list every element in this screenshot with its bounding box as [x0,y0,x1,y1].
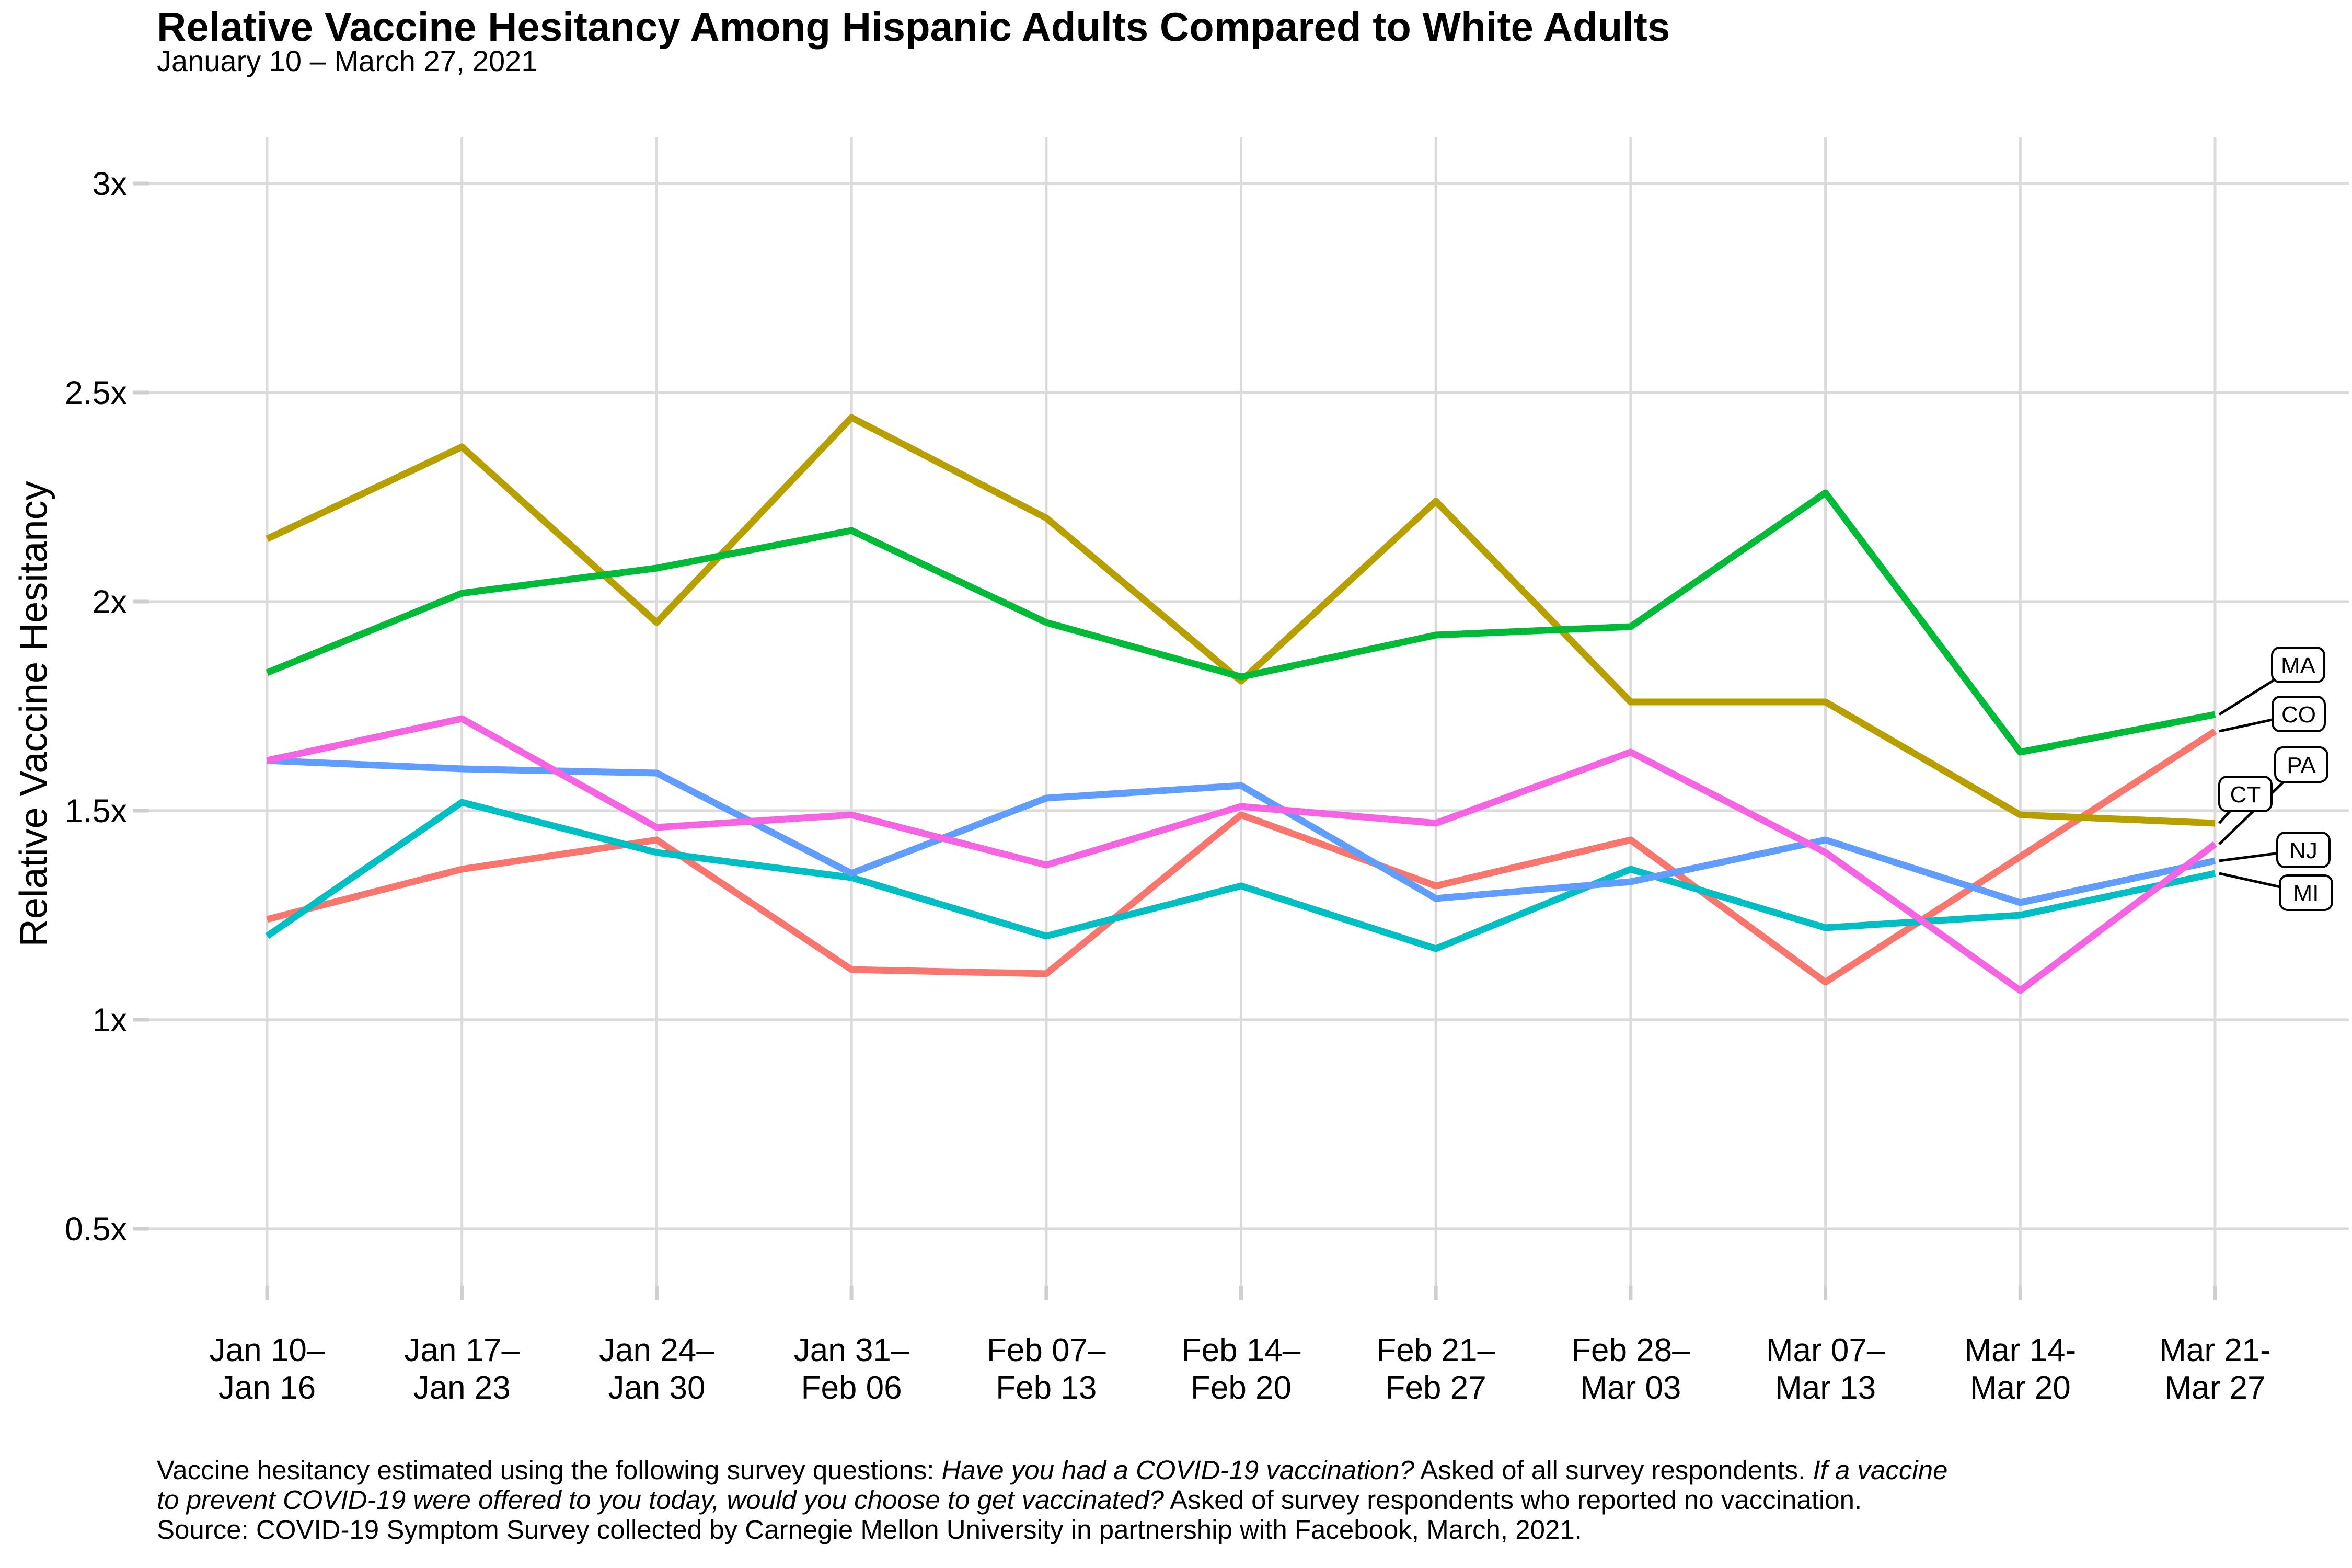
caption-line: Source: COVID-19 Symptom Survey collecte… [157,1515,2326,1544]
series-line-NJ [267,757,2216,906]
series-label-box-MA [2271,647,2325,683]
caption-line: to prevent COVID-19 were offered to you … [157,1485,2326,1515]
series-line-CO [266,728,2217,986]
caption-segment-italic: to prevent COVID-19 were offered to you … [157,1485,1164,1515]
x-tick-label: Mar 03 [1580,1370,1681,1406]
caption-line: Vaccine hesitancy estimated using the fo… [157,1455,2326,1485]
chart-subtitle: January 10 – March 27, 2021 [157,44,538,77]
series-label-NJ: NJ [2289,838,2318,863]
y-tick-label: 1.5x [65,793,127,829]
series-line-MA [266,489,2216,756]
x-tick-label: Jan 30 [608,1370,705,1406]
series-label-box-CT [2218,776,2273,812]
series-label-box-CO [2272,696,2326,732]
series-label-box-MI [2279,874,2333,911]
x-tick-label: Feb 06 [801,1370,902,1406]
x-tick-label: Feb 07– [987,1332,1106,1368]
x-tick-label: Mar 21- [2159,1332,2271,1368]
x-tick-label: Mar 20 [1970,1370,2071,1406]
y-tick-label: 2.5x [65,375,127,411]
x-tick-label: Feb 14– [1182,1332,1301,1368]
caption-segment-italic: If a vaccine [1813,1455,1948,1485]
caption-segment: Asked of survey respondents who reported… [1163,1485,1862,1515]
series-label-CT: CT [2230,782,2261,808]
series-label-PA: PA [2287,753,2316,778]
series-line-CT [266,414,2216,827]
y-tick-label: 3x [92,166,127,202]
x-tick-label: Feb 13 [996,1370,1097,1406]
y-tick-label: 0.5x [65,1211,127,1248]
x-tick-label: Feb 27 [1386,1370,1486,1406]
caption-segment-italic: Have you had a COVID-19 vaccination? [941,1455,1414,1485]
x-tick-label: Mar 13 [1775,1370,1876,1406]
x-tick-label: Mar 27 [2165,1370,2266,1406]
series-label-CO: CO [2281,702,2316,728]
x-tick-label: Jan 17– [404,1332,520,1368]
x-tick-label: Jan 23 [413,1370,511,1406]
series-label-MI: MI [2293,881,2319,906]
x-tick-label: Feb 28– [1571,1332,1690,1368]
series-label-MA: MA [2281,653,2316,678]
x-tick-label: Feb 20 [1191,1370,1292,1406]
x-tick-label: Jan 16 [218,1370,316,1406]
series-line-MI [265,799,2216,952]
y-axis-title: Relative Vaccine Hesitancy [11,481,55,947]
caption-segment: Source: COVID-19 Symptom Survey collecte… [157,1515,1582,1544]
y-tick-label: 2x [92,584,127,620]
series-line-PA [266,715,2217,994]
series-label-box-NJ [2276,832,2331,868]
caption-segment: Asked of all survey respondents. [1414,1455,1813,1485]
x-tick-label: Jan 31– [794,1332,909,1368]
x-tick-label: Feb 21– [1376,1332,1495,1368]
x-tick-label: Mar 07– [1766,1332,1885,1368]
chart-caption: Vaccine hesitancy estimated using the fo… [157,1455,2326,1544]
x-tick-label: Jan 10– [210,1332,325,1368]
x-tick-label: Jan 24– [599,1332,714,1368]
chart-title: Relative Vaccine Hesitancy Among Hispani… [157,4,1670,50]
caption-segment: Vaccine hesitancy estimated using the fo… [157,1455,942,1485]
series-label-box-PA [2274,746,2328,783]
x-tick-label: Mar 14- [1964,1332,2076,1368]
y-tick-label: 1x [92,1002,127,1039]
